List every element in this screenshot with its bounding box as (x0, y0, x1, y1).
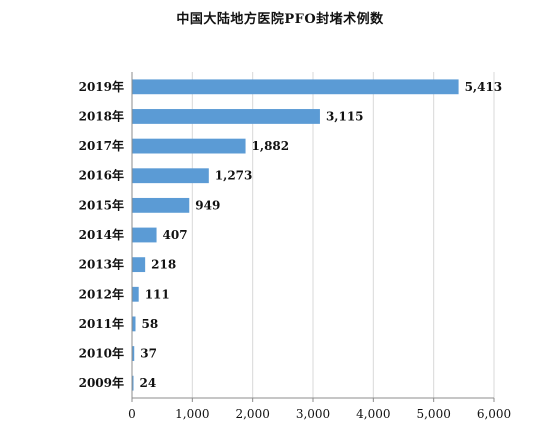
data-label: 24 (140, 376, 157, 390)
category-label: 2011年 (79, 316, 124, 331)
data-label: 3,115 (326, 109, 364, 123)
category-label: 2013年 (79, 257, 124, 272)
x-tick-label: 3,000 (296, 407, 330, 421)
x-tick-label: 4,000 (356, 407, 390, 421)
labels: 0 1,000 2,000 3,000 4,000 5,000 6,000 2019年 5,41… (79, 79, 512, 421)
x-tick-label: 1,000 (175, 407, 209, 421)
x-tick-label: 5,000 (416, 407, 450, 421)
category-label: 2019年 (79, 79, 124, 94)
data-label: 58 (141, 317, 158, 331)
bar-2013年 (132, 257, 146, 273)
bar-2016年 (132, 168, 209, 184)
grid-lines (191, 72, 495, 398)
bar-2009年 (132, 375, 134, 391)
bar-2010年 (132, 346, 135, 361)
bar-2012年 (132, 286, 139, 302)
bar-2011年 (132, 316, 136, 332)
bars (132, 79, 459, 391)
category-label: 2016年 (79, 168, 124, 183)
axes (131, 72, 495, 402)
bar-2014年 (132, 227, 157, 243)
data-label: 1,882 (252, 139, 290, 153)
category-label: 2017年 (79, 138, 124, 153)
x-tick-label: 2,000 (235, 407, 269, 421)
category-label: 2014年 (79, 227, 124, 242)
chart-title: 中国大陆地方医院PFO封堵术例数 (176, 12, 384, 27)
x-tick-label: 6,000 (477, 407, 511, 421)
category-label: 2010年 (79, 346, 124, 361)
bar-2019年 (132, 79, 459, 95)
category-label: 2009年 (79, 375, 124, 390)
category-label: 2018年 (79, 108, 124, 123)
bar-2015年 (132, 197, 190, 213)
data-label: 218 (151, 258, 176, 272)
data-label: 5,413 (465, 80, 503, 94)
data-label: 111 (145, 287, 170, 301)
data-label: 37 (140, 347, 157, 361)
data-label: 407 (163, 228, 188, 242)
data-label: 1,273 (215, 169, 253, 183)
bar-2018年 (132, 109, 320, 124)
category-label: 2012年 (79, 286, 124, 301)
bar-2017年 (132, 138, 246, 154)
category-label: 2015年 (79, 197, 124, 212)
data-label: 949 (195, 198, 220, 212)
x-tick-label: 0 (128, 407, 136, 421)
